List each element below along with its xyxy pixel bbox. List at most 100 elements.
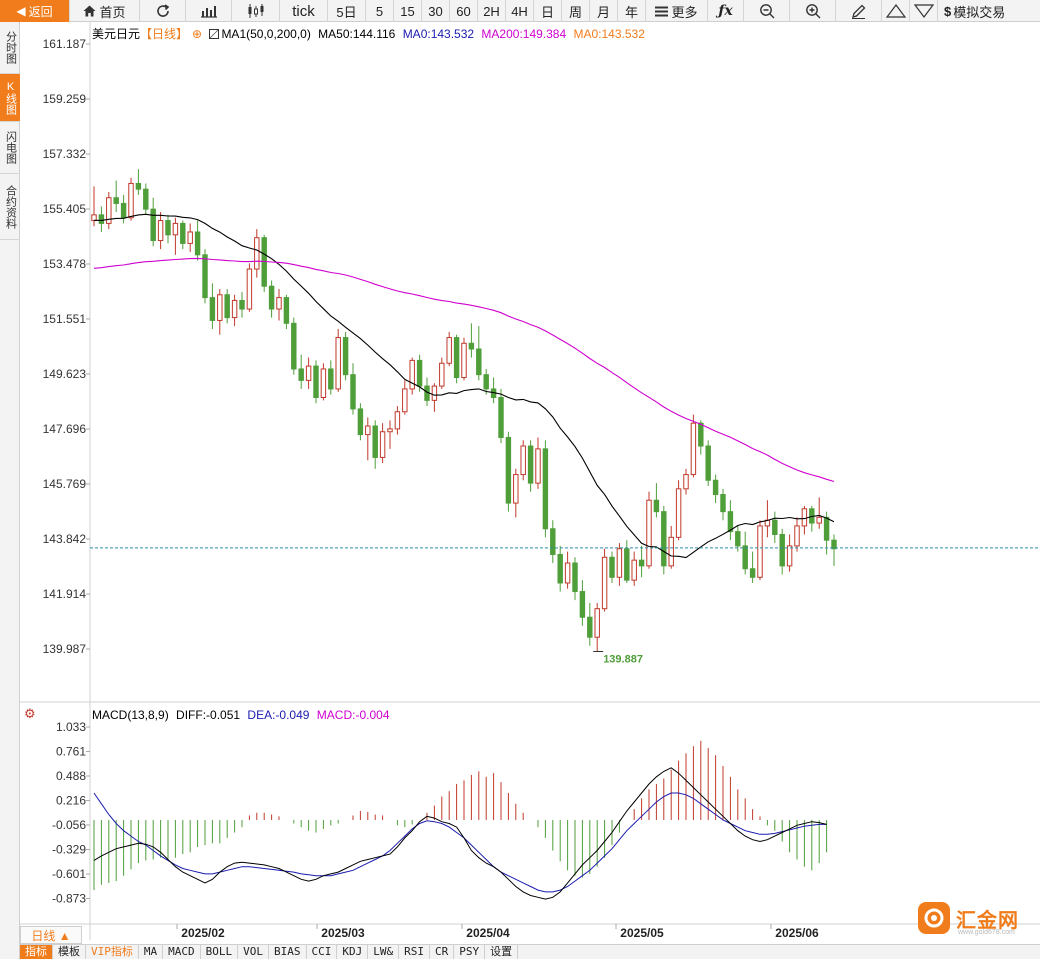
period-15m[interactable]: 15	[394, 0, 422, 22]
candle-body	[98, 214, 105, 224]
tab-label: 闪电图	[4, 131, 17, 164]
period-day[interactable]: 日	[534, 0, 562, 22]
more-button[interactable]: 更多	[646, 0, 708, 22]
period-year[interactable]: 年	[618, 0, 646, 22]
indicator-tab[interactable]: PSY	[454, 945, 486, 959]
triangle-up-button[interactable]	[882, 0, 910, 22]
indicator-tab[interactable]: MA	[139, 945, 164, 959]
candle-body	[239, 299, 245, 310]
period-2h[interactable]: 2H	[478, 0, 506, 22]
indicator-tab[interactable]: CR	[430, 945, 455, 959]
period-label: 周	[568, 4, 582, 20]
price-tick-label: 153.478	[43, 257, 87, 271]
period-5m[interactable]: 5	[366, 0, 394, 22]
legend-symbol: 美元日元	[92, 27, 141, 41]
sim-trade-button[interactable]: $ 模拟交易	[938, 0, 1008, 22]
candle-body	[572, 562, 578, 593]
period-toggle-button[interactable]: 日线 ▲	[20, 926, 82, 944]
indicator-tab[interactable]: MACD	[163, 945, 201, 959]
home-icon	[83, 5, 96, 17]
indicator-tab[interactable]: RSI	[399, 945, 430, 959]
toolbar: ◀ 返回 首页 tick 5日 5 15 30 60 2H 4H 日 周 月 年	[0, 0, 1040, 22]
chart-area[interactable]: 161.187 159.259 157.332 155.405 153.478 151.5…	[20, 22, 1040, 940]
settings-icon[interactable]: ⊕	[192, 27, 203, 41]
candle-body	[476, 348, 482, 376]
tab-flash[interactable]: 闪电图	[0, 122, 20, 174]
tab-intraday[interactable]: 分时图	[0, 22, 20, 74]
macd-tick-label: -0.873	[52, 892, 86, 906]
period-4h[interactable]: 4H	[506, 0, 534, 22]
period-month[interactable]: 月	[590, 0, 618, 22]
legend-period: 【日线】	[140, 27, 189, 41]
price-tick-label: 147.696	[43, 422, 87, 436]
home-label: 首页	[99, 4, 126, 20]
low-price-label: 139.887	[603, 653, 643, 665]
candle-body	[143, 188, 149, 210]
indicator-tab[interactable]: VOL	[238, 945, 269, 959]
candle-body	[150, 208, 156, 242]
period-30m[interactable]: 30	[422, 0, 450, 22]
period-60m[interactable]: 60	[450, 0, 478, 22]
candle-body	[816, 516, 822, 524]
tab-kline[interactable]: K线图	[0, 74, 20, 122]
period-5d[interactable]: 5日	[328, 0, 366, 22]
zoom-out-button[interactable]	[744, 0, 790, 22]
indicator-tabs: 指标 模板 VIP指标 MA MACD BOLL VOL BIAS CCI KDJ LW& RSI CR…	[20, 944, 1040, 959]
draw-button[interactable]	[836, 0, 882, 22]
candle-body	[461, 342, 467, 379]
price-tick-label: 155.405	[43, 202, 87, 216]
tab-contract-info[interactable]: 合约资料	[0, 174, 20, 240]
diff-line	[93, 767, 827, 900]
candle-body	[742, 545, 748, 570]
ma-setting-icon[interactable]	[209, 29, 220, 39]
candle-body	[106, 197, 112, 224]
indicator-tab[interactable]: KDJ	[337, 945, 369, 959]
kline-chart[interactable]: 161.187 159.259 157.332 155.405 153.478 151.5…	[20, 22, 1040, 940]
candle-body	[431, 385, 438, 401]
candle-body	[335, 337, 341, 390]
indicator-tab[interactable]: 设置	[485, 945, 519, 959]
candle-body	[357, 408, 364, 436]
candle-body	[320, 368, 327, 398]
candle-body	[683, 474, 689, 490]
indicator-tab[interactable]: 指标	[20, 945, 53, 959]
indicator-tab[interactable]: CCI	[307, 945, 338, 959]
candle-body	[653, 499, 660, 513]
indicator-tab[interactable]: VIP指标	[86, 945, 139, 959]
home-button[interactable]: 首页	[70, 0, 140, 22]
side-tabs: 分时图 K线图 闪电图 合约资料	[0, 22, 20, 959]
candle-body	[254, 237, 260, 270]
price-tick-label: 149.623	[43, 367, 87, 381]
indicator-tab[interactable]: BIAS	[269, 945, 307, 959]
candle-body	[194, 231, 201, 256]
candle-body	[439, 362, 445, 387]
candlestick-icon	[247, 3, 265, 19]
legend-ma0-a: MA0:143.532	[402, 27, 475, 41]
tick-button[interactable]: tick	[280, 0, 328, 22]
candle-body	[823, 516, 830, 541]
indicator-tab[interactable]: 模板	[53, 945, 86, 959]
candle-body	[365, 425, 371, 436]
candle-body	[298, 368, 304, 381]
refresh-button[interactable]	[140, 0, 186, 22]
indicator-tab[interactable]: BOLL	[201, 945, 239, 959]
triangle-down-button[interactable]	[910, 0, 938, 22]
back-arrow-icon: ◀	[16, 4, 26, 18]
candle-body	[328, 368, 334, 390]
period-week[interactable]: 周	[562, 0, 590, 22]
bar-chart-button[interactable]	[186, 0, 232, 22]
indicator-tab[interactable]: LW&	[368, 945, 400, 959]
macd-dea: DEA:-0.049	[247, 708, 310, 722]
back-button[interactable]: ◀ 返回	[0, 0, 70, 22]
main-legend: 美元日元【日线】 ⊕ MA1(50,0,200,0) MA50:144.116 M…	[92, 25, 649, 42]
candlestick-button[interactable]	[232, 0, 280, 22]
candle-body	[224, 294, 230, 319]
zoom-in-button[interactable]	[790, 0, 836, 22]
formula-button[interactable]: ƒx	[708, 0, 744, 22]
macd-settings-icon[interactable]: ⚙	[24, 706, 36, 721]
candle-body	[276, 297, 282, 310]
time-tick-label: 2025/04	[466, 926, 510, 940]
candle-body	[594, 608, 600, 638]
legend-ma50: MA50:144.116	[318, 27, 396, 41]
time-tick-label: 2025/03	[321, 926, 365, 940]
